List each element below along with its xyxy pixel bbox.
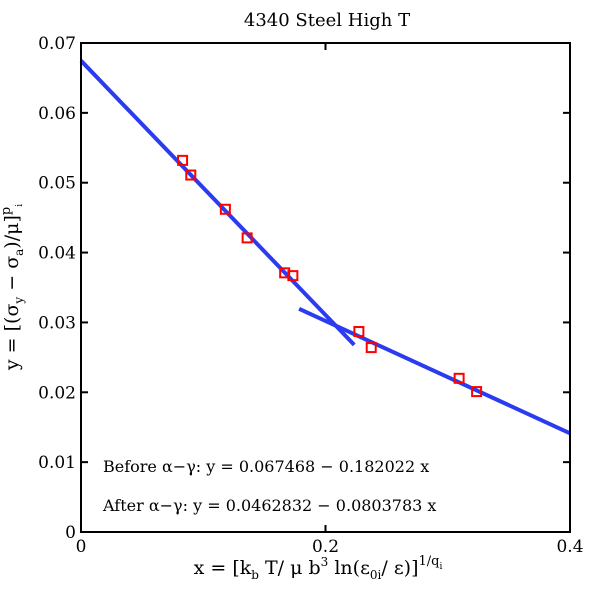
chart-title: 4340 Steel High T [244,10,410,31]
y-axis-label: y = [(σy − σa)/μ]pi [0,204,26,371]
x-tick-label: 0.2 [312,537,339,557]
y-tick-label: 0.06 [38,104,76,124]
y-tick-label: 0.07 [38,34,76,54]
data-point [353,326,365,338]
plot-marks [79,59,571,436]
y-tick-label: 0.01 [38,453,76,473]
fit-line-2 [298,307,571,436]
data-point [185,169,197,181]
y-tick-label: 0.05 [38,174,76,194]
data-point [177,154,189,166]
x-axis-ticks: 0 0.2 0.4 [76,43,584,557]
data-point [287,270,299,282]
y-tick-label: 0.02 [38,383,76,403]
y-tick-label: 0.03 [38,313,76,333]
y-axis-ticks: 0 0.01 0.02 0.03 0.04 0.05 0.06 0.07 [38,34,570,543]
data-point [241,232,253,244]
annotation-equation: Before α−γ: y = 0.067468 − 0.182022 x [103,457,429,476]
y-tick-label: 0 [65,523,76,543]
x-axis-label: x = [kb T/ μ b3 ln(ε0i/ ε)]1/qi [194,554,443,582]
fit-line-1 [79,59,356,347]
data-point [365,342,377,354]
y-tick-label: 0.04 [38,244,76,264]
x-tick-label: 0 [76,537,87,557]
annotations: Before α−γ: y = 0.067468 − 0.182022 x Aft… [102,457,436,515]
data-point [453,372,465,384]
x-tick-label: 0.4 [556,537,583,557]
data-point [219,203,231,215]
data-point [471,386,483,398]
annotation-equation: After α−γ: y = 0.0462832 − 0.0803783 x [102,496,436,515]
